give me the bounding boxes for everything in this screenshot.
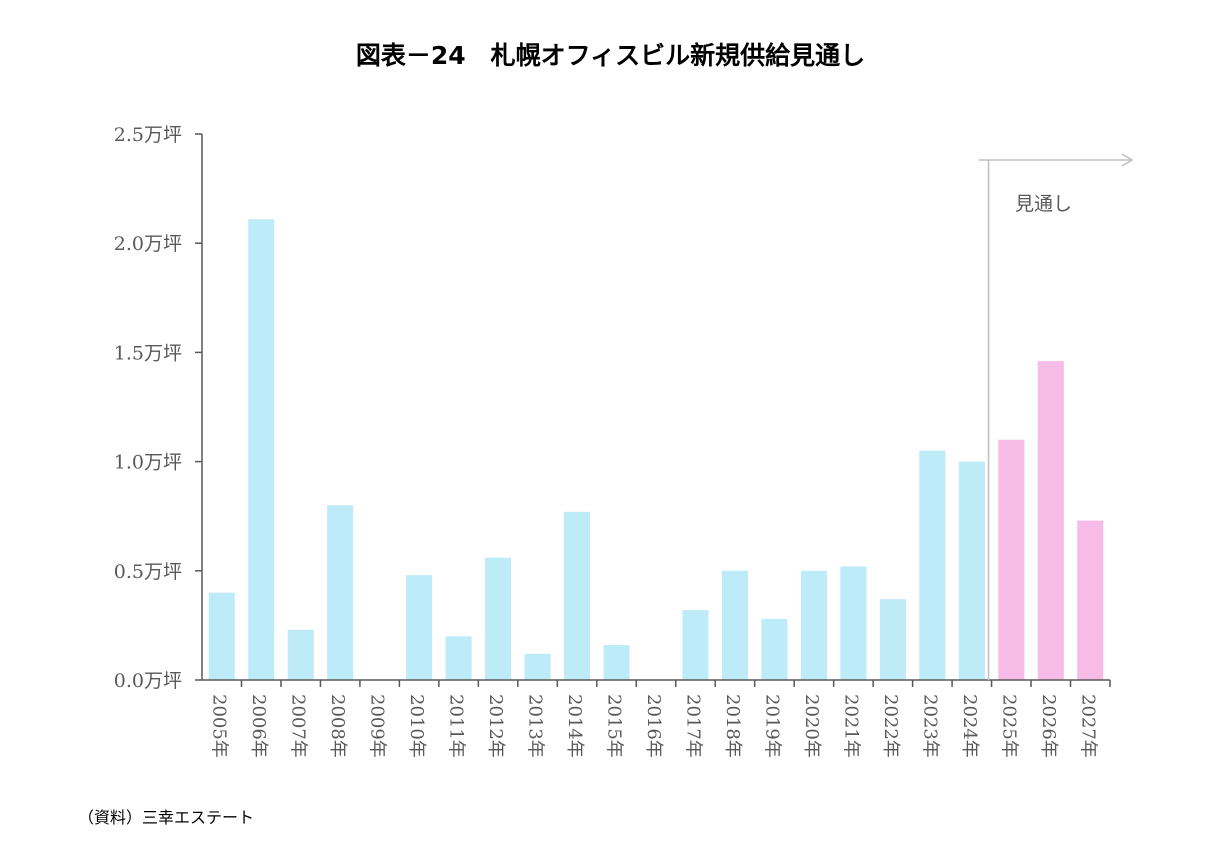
x-tick-label: 2007年 xyxy=(288,694,309,758)
bar-2012年 xyxy=(485,557,512,680)
x-tick-label: 2027年 xyxy=(1077,694,1098,758)
x-tick-label: 2025年 xyxy=(998,694,1019,758)
bar-2026年 xyxy=(1037,361,1064,680)
bar-2023年 xyxy=(919,450,946,680)
x-tick-label: 2024年 xyxy=(959,694,980,758)
bar-2008年 xyxy=(327,505,354,680)
source-note: （資料）三幸エステート xyxy=(78,808,255,827)
x-tick-label: 2012年 xyxy=(485,694,506,758)
bar-2021年 xyxy=(840,566,867,680)
forecast-label: 見通し xyxy=(1015,193,1072,215)
bar-2015年 xyxy=(603,645,630,680)
bar-2007年 xyxy=(287,629,314,680)
x-tick-label: 2006年 xyxy=(248,694,269,758)
bar-2020年 xyxy=(800,570,827,680)
x-tick-label: 2016年 xyxy=(643,694,664,758)
x-tick-label: 2022年 xyxy=(880,694,901,758)
y-tick-label: 2.0万坪 xyxy=(114,233,182,255)
x-tick-label: 2011年 xyxy=(446,694,467,758)
x-tick-label: 2019年 xyxy=(761,694,782,758)
bar-2019年 xyxy=(761,618,788,680)
bar-2013年 xyxy=(524,653,551,680)
arrow-head-icon xyxy=(1121,153,1134,167)
bar-2014年 xyxy=(564,511,591,680)
y-tick-label: 0.0万坪 xyxy=(114,670,182,692)
x-tick-label: 2010年 xyxy=(406,694,427,758)
x-tick-label: 2018年 xyxy=(722,694,743,758)
x-tick-label: 2026年 xyxy=(1038,694,1059,758)
y-tick-label: 1.5万坪 xyxy=(114,342,182,364)
x-tick-label: 2020年 xyxy=(801,694,822,758)
x-tick-label: 2008年 xyxy=(327,694,348,758)
y-tick-label: 0.5万坪 xyxy=(114,561,182,583)
x-tick-label: 2013年 xyxy=(525,694,546,758)
bar-2005年 xyxy=(208,592,235,680)
x-tick-label: 2021年 xyxy=(840,694,861,758)
x-tick-label: 2014年 xyxy=(564,694,585,758)
x-tick-label: 2009年 xyxy=(367,694,388,758)
bar-2010年 xyxy=(406,575,433,680)
bar-2022年 xyxy=(879,599,906,680)
y-tick-label: 2.5万坪 xyxy=(114,124,182,146)
bar-2011年 xyxy=(445,636,472,680)
bar-2017年 xyxy=(682,610,709,680)
y-tick-label: 1.0万坪 xyxy=(114,452,182,474)
bar-2006年 xyxy=(248,219,275,680)
x-tick-label: 2017年 xyxy=(682,694,703,758)
x-tick-label: 2015年 xyxy=(604,694,625,758)
chart-title: 図表－24 札幌オフィスビル新規供給見通し xyxy=(355,41,866,70)
bar-2024年 xyxy=(958,461,985,680)
bar-2018年 xyxy=(721,570,748,680)
x-tick-label: 2023年 xyxy=(919,694,940,758)
bar-2025年 xyxy=(998,439,1025,680)
bar-2027年 xyxy=(1077,520,1104,680)
x-tick-label: 2005年 xyxy=(209,694,230,758)
